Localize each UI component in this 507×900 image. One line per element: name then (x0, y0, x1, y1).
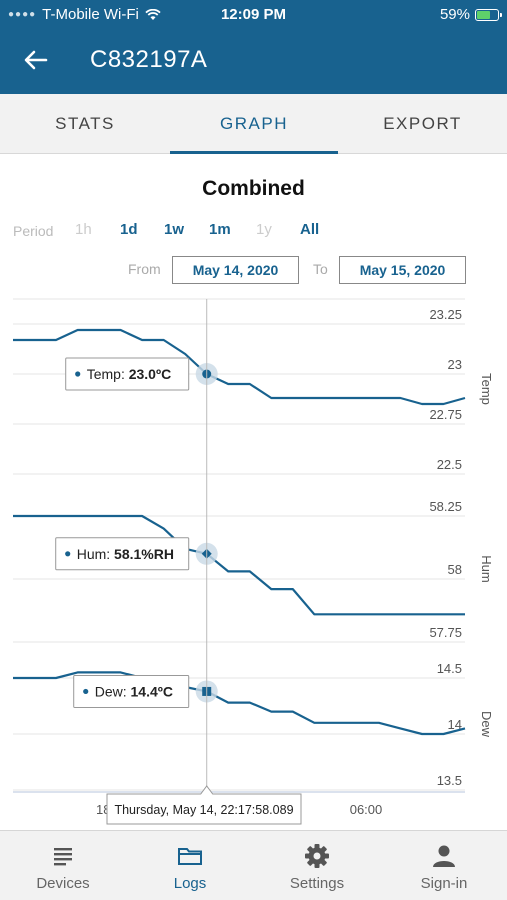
nav-devices-label: Devices (36, 875, 90, 892)
period-1y: 1y (256, 221, 272, 238)
tooltip-box-temp (65, 357, 190, 391)
series-line-temp (13, 328, 466, 406)
period-1m[interactable]: 1m (209, 221, 231, 238)
device-title: C832197A (90, 46, 208, 73)
period-all[interactable]: All (300, 221, 320, 238)
battery-charging-icon (475, 8, 502, 21)
nav-settings[interactable]: Settings (254, 831, 380, 900)
period-1w[interactable]: 1w (164, 221, 185, 238)
nav-devices[interactable]: Devices (0, 831, 126, 900)
battery-percent: 59% (439, 6, 470, 23)
y-axis-title-dew: Dew (479, 711, 494, 738)
status-time: 12:09 PM (220, 6, 287, 23)
active-tab-indicator (170, 151, 338, 154)
status-bar: ●●●● T-Mobile Wi-Fi 12:09 PM 59% (0, 4, 507, 26)
y-axis-title-hum: Hum (479, 555, 494, 582)
tab-stats[interactable]: STATS (55, 114, 115, 133)
to-label: To (313, 261, 328, 277)
series-line-dew (13, 671, 466, 736)
tooltip-text-dew: Dew: 14.4ºC (95, 683, 173, 699)
tab-export[interactable]: EXPORT (383, 114, 462, 133)
period-label: Period (13, 223, 54, 239)
folder-icon (178, 848, 202, 865)
tooltip-box-dew (73, 674, 190, 708)
y-tick-label-dew: 14.5 (437, 661, 462, 676)
y-tick-label-hum: 58.25 (429, 499, 462, 514)
gear-icon (305, 844, 329, 868)
tab-bar: STATS GRAPH EXPORT (0, 94, 507, 154)
y-tick-label-dew: 14 (448, 717, 462, 732)
back-arrow-icon[interactable] (22, 46, 50, 74)
graph-title: Combined (202, 177, 305, 200)
to-date-field[interactable]: May 15, 2020 (339, 256, 466, 284)
from-date-field[interactable]: May 14, 2020 (172, 256, 299, 284)
person-icon (433, 845, 455, 867)
battery-status: 59% (439, 6, 502, 23)
bottom-nav: Devices Logs Settings Sign-in (0, 830, 507, 900)
list-icon (54, 848, 72, 866)
nav-signin[interactable]: Sign-in (381, 831, 507, 900)
period-1h: 1h (75, 221, 92, 238)
crosshair-label: Thursday, May 14, 22:17:58.089 (114, 803, 293, 817)
carrier-info: ●●●● T-Mobile Wi-Fi (8, 6, 161, 23)
series-line-hum (13, 514, 465, 616)
tab-graph[interactable]: GRAPH (220, 114, 288, 133)
nav-logs[interactable]: Logs (127, 831, 253, 900)
crosshair-label-box (106, 785, 302, 825)
y-tick-label-dew: 13.5 (437, 773, 462, 788)
x-tick-label: 06:00 (350, 802, 383, 817)
y-tick-label-temp: 22.5 (437, 457, 462, 472)
period-1d[interactable]: 1d (120, 221, 138, 238)
y-tick-label-hum: 58 (448, 562, 462, 577)
nav-signin-label: Sign-in (420, 875, 468, 892)
nav-settings-label: Settings (289, 875, 345, 892)
tooltip-dot-temp (75, 371, 81, 377)
y-tick-label-temp: 23 (448, 357, 462, 372)
tooltip-text-hum: Hum: 58.1%RH (77, 546, 174, 562)
nav-logs-label: Logs (173, 875, 207, 892)
combined-chart[interactable]: 23.25 23 22.75 22.5 Temp Temp: 23.0ºC 58.25 58 5… (0, 294, 507, 829)
wifi-icon (145, 8, 161, 20)
carrier-name: T-Mobile Wi-Fi (42, 6, 139, 23)
tooltip-box-hum (55, 537, 190, 571)
app-header: ●●●● T-Mobile Wi-Fi 12:09 PM 59% C832197… (0, 0, 507, 94)
y-axis-title-temp: Temp (479, 373, 494, 405)
tooltip-dot-dew (83, 688, 89, 695)
from-label: From (128, 261, 161, 277)
signal-dots-icon: ●●●● (8, 9, 37, 20)
y-tick-label-temp: 22.75 (429, 407, 462, 422)
y-tick-label-temp: 23.25 (429, 307, 462, 322)
tooltip-text-temp: Temp: 23.0ºC (87, 366, 172, 382)
tooltip-dot-hum (65, 551, 71, 557)
y-tick-label-hum: 57.75 (429, 625, 462, 640)
